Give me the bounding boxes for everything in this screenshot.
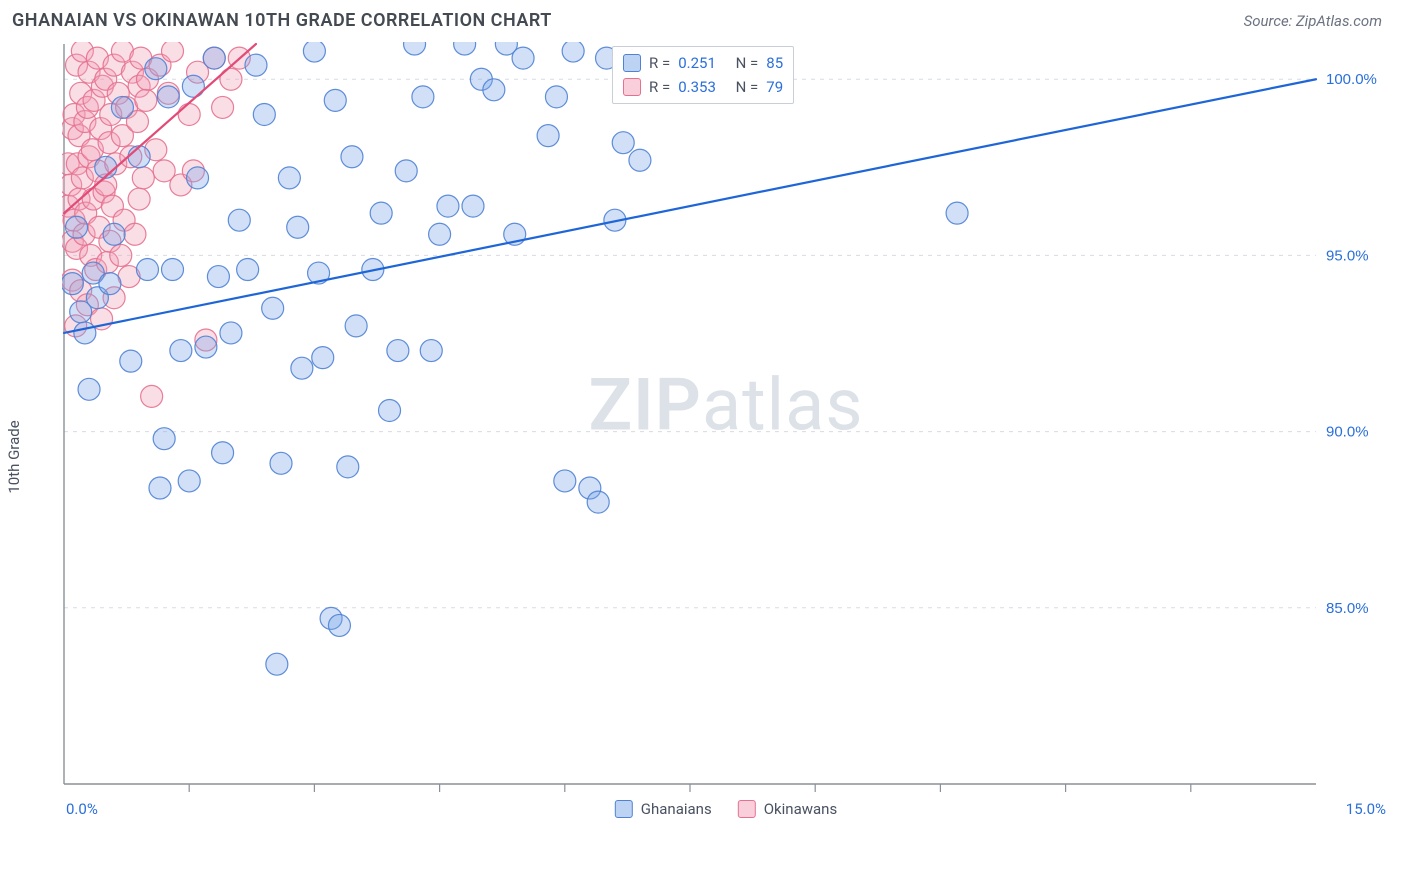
legend-item-ghanaians: Ghanaians	[615, 800, 712, 818]
stats-row-okinawans: R = 0.353 N = 79	[623, 75, 783, 99]
svg-text:90.0%: 90.0%	[1326, 424, 1369, 441]
series-legend: Ghanaians Okinawans	[615, 800, 837, 818]
stats-row-ghanaians: R = 0.251 N = 85	[623, 51, 783, 75]
swatch-ghanaians	[623, 54, 641, 72]
svg-text:100.0%: 100.0%	[1326, 71, 1377, 88]
y-axis-label: 10th Grade	[5, 420, 23, 493]
chart-title: GHANAIAN VS OKINAWAN 10TH GRADE CORRELAT…	[12, 10, 552, 31]
source-attribution: Source: ZipAtlas.com	[1244, 12, 1382, 30]
legend-label-ghanaians: Ghanaians	[641, 800, 712, 818]
legend-label-okinawans: Okinawans	[764, 800, 837, 818]
chart-container: 10th Grade 85.0%90.0%95.0%100.0% ZIPatla…	[34, 42, 1396, 872]
swatch-okinawans	[623, 78, 641, 96]
x-axis-start-label: 0.0%	[66, 800, 98, 818]
scatter-plot-svg: 85.0% 90.0% 95.0% 100.0%	[62, 42, 1390, 814]
stats-legend: R = 0.251 N = 85 R = 0.353 N = 79	[612, 46, 794, 104]
swatch-okinawans-2	[738, 800, 756, 818]
swatch-ghanaians-2	[615, 800, 633, 818]
svg-text:95.0%: 95.0%	[1326, 247, 1369, 264]
legend-item-okinawans: Okinawans	[738, 800, 837, 818]
plot-area: 85.0%90.0%95.0%100.0% ZIPatlas R = 0.251…	[62, 42, 1390, 814]
svg-text:85.0%: 85.0%	[1326, 600, 1369, 617]
x-axis-end-label: 15.0%	[1346, 800, 1386, 818]
